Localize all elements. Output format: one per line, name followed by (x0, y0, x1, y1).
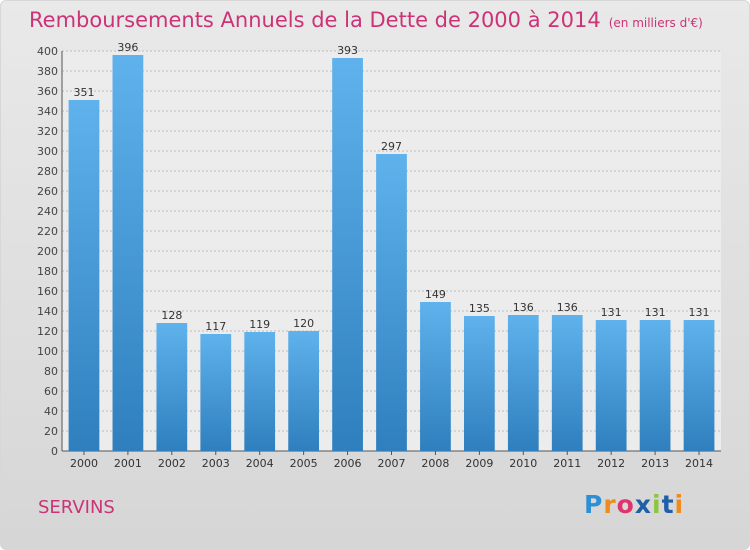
y-tick-label: 20 (44, 425, 58, 438)
y-tick-label: 180 (37, 265, 58, 278)
commune-name: SERVINS (38, 497, 115, 518)
chart-title-text: Remboursements Annuels de la Dette de 20… (29, 8, 601, 32)
bar-value-label: 136 (513, 301, 534, 314)
y-tick-label: 380 (37, 65, 58, 78)
bar-value-label: 131 (601, 306, 622, 319)
bar (288, 331, 320, 451)
bar (551, 315, 583, 451)
y-tick-label: 360 (37, 85, 58, 98)
bar (420, 302, 451, 451)
y-tick-label: 100 (37, 345, 58, 358)
bar-value-label: 131 (645, 306, 666, 319)
bar (683, 320, 715, 451)
y-tick-label: 160 (37, 285, 58, 298)
y-tick-label: 280 (37, 165, 58, 178)
chart-title: Remboursements Annuels de la Dette de 20… (29, 8, 703, 32)
bar-value-label: 297 (381, 140, 402, 153)
bar-value-label: 119 (249, 318, 270, 331)
bar (156, 323, 188, 451)
bar-value-label: 128 (161, 309, 182, 322)
y-tick-label: 400 (37, 45, 58, 58)
y-tick-label: 80 (44, 365, 58, 378)
logo-letter: i (652, 490, 662, 519)
bar (376, 154, 407, 451)
bar (595, 320, 627, 451)
bar (244, 332, 276, 451)
y-tick-label: 0 (51, 445, 58, 458)
y-tick-label: 140 (37, 305, 58, 318)
x-tick-label: 2004 (246, 457, 274, 470)
x-tick-label: 2005 (290, 457, 318, 470)
bar-value-label: 120 (293, 317, 314, 330)
y-tick-label: 60 (44, 385, 58, 398)
bar (639, 320, 671, 451)
y-tick-label: 220 (37, 225, 58, 238)
y-tick-label: 340 (37, 105, 58, 118)
x-tick-label: 2007 (378, 457, 406, 470)
x-tick-label: 2008 (421, 457, 449, 470)
x-tick-label: 2011 (553, 457, 581, 470)
logo-letter: P (584, 490, 604, 519)
logo-letter: r (603, 490, 617, 519)
bar-value-label: 396 (117, 41, 138, 54)
logo-letter: x (634, 490, 652, 519)
y-tick-label: 200 (37, 245, 58, 258)
bar (68, 100, 100, 451)
x-tick-label: 2012 (597, 457, 625, 470)
x-tick-label: 2009 (465, 457, 493, 470)
x-tick-label: 2010 (509, 457, 537, 470)
logo-letter: i (674, 490, 685, 519)
bar-value-label: 149 (425, 288, 446, 301)
bar (112, 55, 144, 451)
bar-value-label: 135 (469, 302, 490, 315)
x-tick-label: 2014 (685, 457, 713, 470)
bar-value-label: 351 (73, 86, 94, 99)
bar (200, 334, 232, 451)
bar (332, 58, 363, 451)
bar-value-label: 136 (557, 301, 578, 314)
bar-value-label: 393 (337, 44, 358, 57)
bar (463, 316, 495, 451)
logo-letter: o (616, 490, 635, 519)
x-tick-label: 2001 (114, 457, 142, 470)
y-tick-label: 240 (37, 205, 58, 218)
y-tick-label: 120 (37, 325, 58, 338)
logo-letter: t (661, 490, 675, 519)
x-tick-label: 2013 (641, 457, 669, 470)
y-tick-label: 40 (44, 405, 58, 418)
bar (507, 315, 539, 451)
x-tick-label: 2000 (70, 457, 98, 470)
chart-unit: (en milliers d'€) (608, 16, 703, 30)
x-tick-label: 2002 (158, 457, 186, 470)
proxiti-logo: Proxiti (584, 490, 684, 519)
y-tick-label: 300 (37, 145, 58, 158)
y-tick-label: 260 (37, 185, 58, 198)
x-tick-label: 2006 (334, 457, 362, 470)
bar-value-label: 117 (205, 320, 226, 333)
bar-value-label: 131 (689, 306, 710, 319)
x-tick-label: 2003 (202, 457, 230, 470)
y-tick-label: 320 (37, 125, 58, 138)
